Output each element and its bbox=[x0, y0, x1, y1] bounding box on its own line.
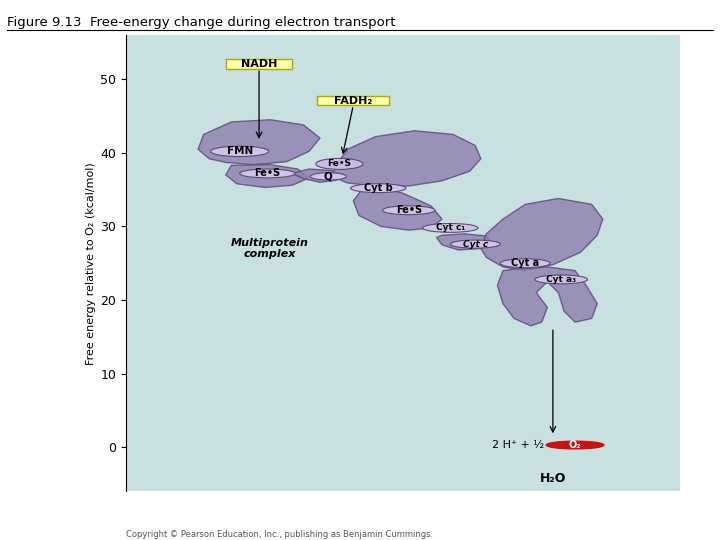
Text: Q: Q bbox=[324, 171, 333, 181]
Polygon shape bbox=[198, 120, 320, 165]
Text: O₂: O₂ bbox=[569, 440, 581, 450]
Polygon shape bbox=[498, 267, 598, 326]
Polygon shape bbox=[354, 187, 442, 230]
Text: Cyt b: Cyt b bbox=[364, 183, 392, 193]
Ellipse shape bbox=[310, 173, 346, 180]
Ellipse shape bbox=[500, 259, 550, 268]
Text: Fe•S: Fe•S bbox=[396, 205, 422, 215]
Ellipse shape bbox=[535, 275, 588, 284]
Ellipse shape bbox=[382, 206, 435, 215]
Polygon shape bbox=[331, 131, 481, 186]
Text: Fe•S: Fe•S bbox=[328, 159, 351, 168]
FancyBboxPatch shape bbox=[318, 96, 390, 105]
Polygon shape bbox=[436, 234, 492, 250]
Ellipse shape bbox=[316, 158, 363, 170]
Text: FMN: FMN bbox=[227, 146, 253, 157]
Text: NADH: NADH bbox=[241, 59, 277, 69]
Text: Fe•S: Fe•S bbox=[254, 168, 280, 178]
Text: FADH₂: FADH₂ bbox=[334, 96, 372, 106]
Circle shape bbox=[546, 441, 604, 449]
Polygon shape bbox=[226, 165, 309, 187]
Polygon shape bbox=[292, 169, 342, 183]
Ellipse shape bbox=[351, 184, 406, 193]
Polygon shape bbox=[481, 199, 603, 271]
Text: Cyt c₁: Cyt c₁ bbox=[436, 224, 465, 232]
Ellipse shape bbox=[240, 169, 295, 178]
Ellipse shape bbox=[210, 146, 269, 157]
Text: Cyt a₃: Cyt a₃ bbox=[546, 275, 576, 284]
Text: Cyt c: Cyt c bbox=[463, 240, 488, 248]
FancyBboxPatch shape bbox=[226, 59, 292, 69]
Ellipse shape bbox=[423, 224, 478, 232]
Ellipse shape bbox=[450, 240, 500, 248]
Text: Copyright © Pearson Education, Inc., publishing as Benjamin Cummings.: Copyright © Pearson Education, Inc., pub… bbox=[126, 530, 433, 539]
Text: Multiprotein
complex: Multiprotein complex bbox=[231, 238, 309, 259]
Text: Figure 9.13  Free-energy change during electron transport: Figure 9.13 Free-energy change during el… bbox=[7, 16, 396, 29]
Y-axis label: Free energy relative to O₂ (kcal/mol): Free energy relative to O₂ (kcal/mol) bbox=[86, 162, 96, 364]
Text: Cyt a: Cyt a bbox=[511, 258, 539, 268]
Text: 2 H⁺ + ½: 2 H⁺ + ½ bbox=[492, 440, 544, 450]
Text: H₂O: H₂O bbox=[540, 471, 566, 485]
